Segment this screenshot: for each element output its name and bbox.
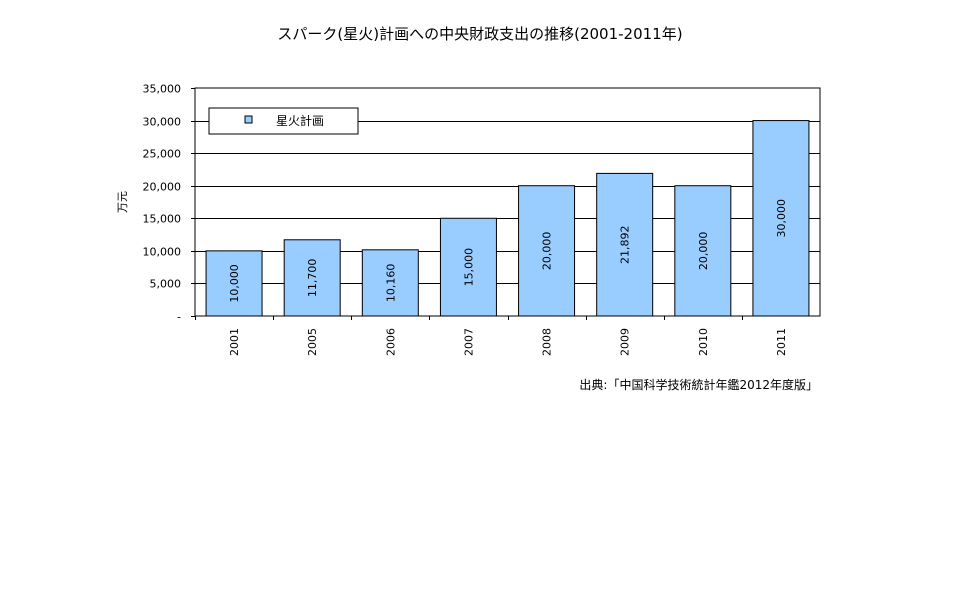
- x-tick-label: 2009: [619, 328, 632, 356]
- bar: [596, 172, 654, 317]
- bar: [283, 239, 341, 317]
- bar-value-label: 30,000: [775, 199, 788, 238]
- source-note: 出典:「中国科学技術統計年鑑2012年度版」: [579, 377, 818, 392]
- bar-value-label: 20,000: [697, 232, 710, 271]
- y-tick-label: 30,000: [143, 116, 182, 129]
- y-tick-label: 20,000: [143, 181, 182, 194]
- x-tick-label: 2007: [462, 328, 475, 356]
- legend-label: 星火計画: [276, 113, 324, 128]
- bar: [439, 217, 497, 317]
- x-tick-label: 2010: [697, 328, 710, 356]
- x-tick-label: 2005: [306, 328, 319, 356]
- y-axis-label: 万元: [116, 191, 129, 213]
- bar-value-label: 20,000: [541, 232, 554, 271]
- chart-title: スパーク(星火)計画への中央財政支出の推移(2001-2011年): [277, 25, 682, 43]
- bar-value-label: 21,892: [619, 225, 632, 264]
- y-tick-label: 15,000: [143, 213, 182, 226]
- bar-series: 10,000 11,700 10,160 15,000 20,000 21,892 20,0…: [205, 120, 810, 317]
- x-tick-label: 2001: [228, 328, 241, 356]
- bar-value-label: 11,700: [306, 259, 319, 298]
- x-tick-label: 2008: [541, 328, 554, 356]
- plot-area-frame: [194, 87, 821, 317]
- legend-swatch: [244, 115, 253, 124]
- legend-box: [208, 107, 359, 135]
- bar: [518, 185, 576, 317]
- y-tick-label: 5,000: [150, 278, 182, 291]
- x-axis-ticks: 2001 2005 2006 2007 2008 2009 2010 2011: [195, 316, 788, 356]
- bar: [752, 120, 810, 317]
- x-tick-label: 2006: [384, 328, 397, 356]
- y-tick-label: -: [177, 311, 181, 324]
- y-tick-label: 25,000: [143, 148, 182, 161]
- y-axis-ticks: - 5,000 10,000 15,000 20,000 25,000 30,000 35,0…: [143, 83, 195, 324]
- bar-value-label: 10,160: [384, 264, 397, 303]
- bar: [674, 185, 732, 317]
- bar: [361, 249, 419, 317]
- bar-value-label: 15,000: [462, 248, 475, 287]
- y-tick-label: 35,000: [143, 83, 182, 96]
- legend: 星火計画: [208, 107, 359, 135]
- bar-value-label: 10,000: [228, 264, 241, 303]
- y-tick-label: 10,000: [143, 246, 182, 259]
- x-tick-label: 2011: [775, 328, 788, 356]
